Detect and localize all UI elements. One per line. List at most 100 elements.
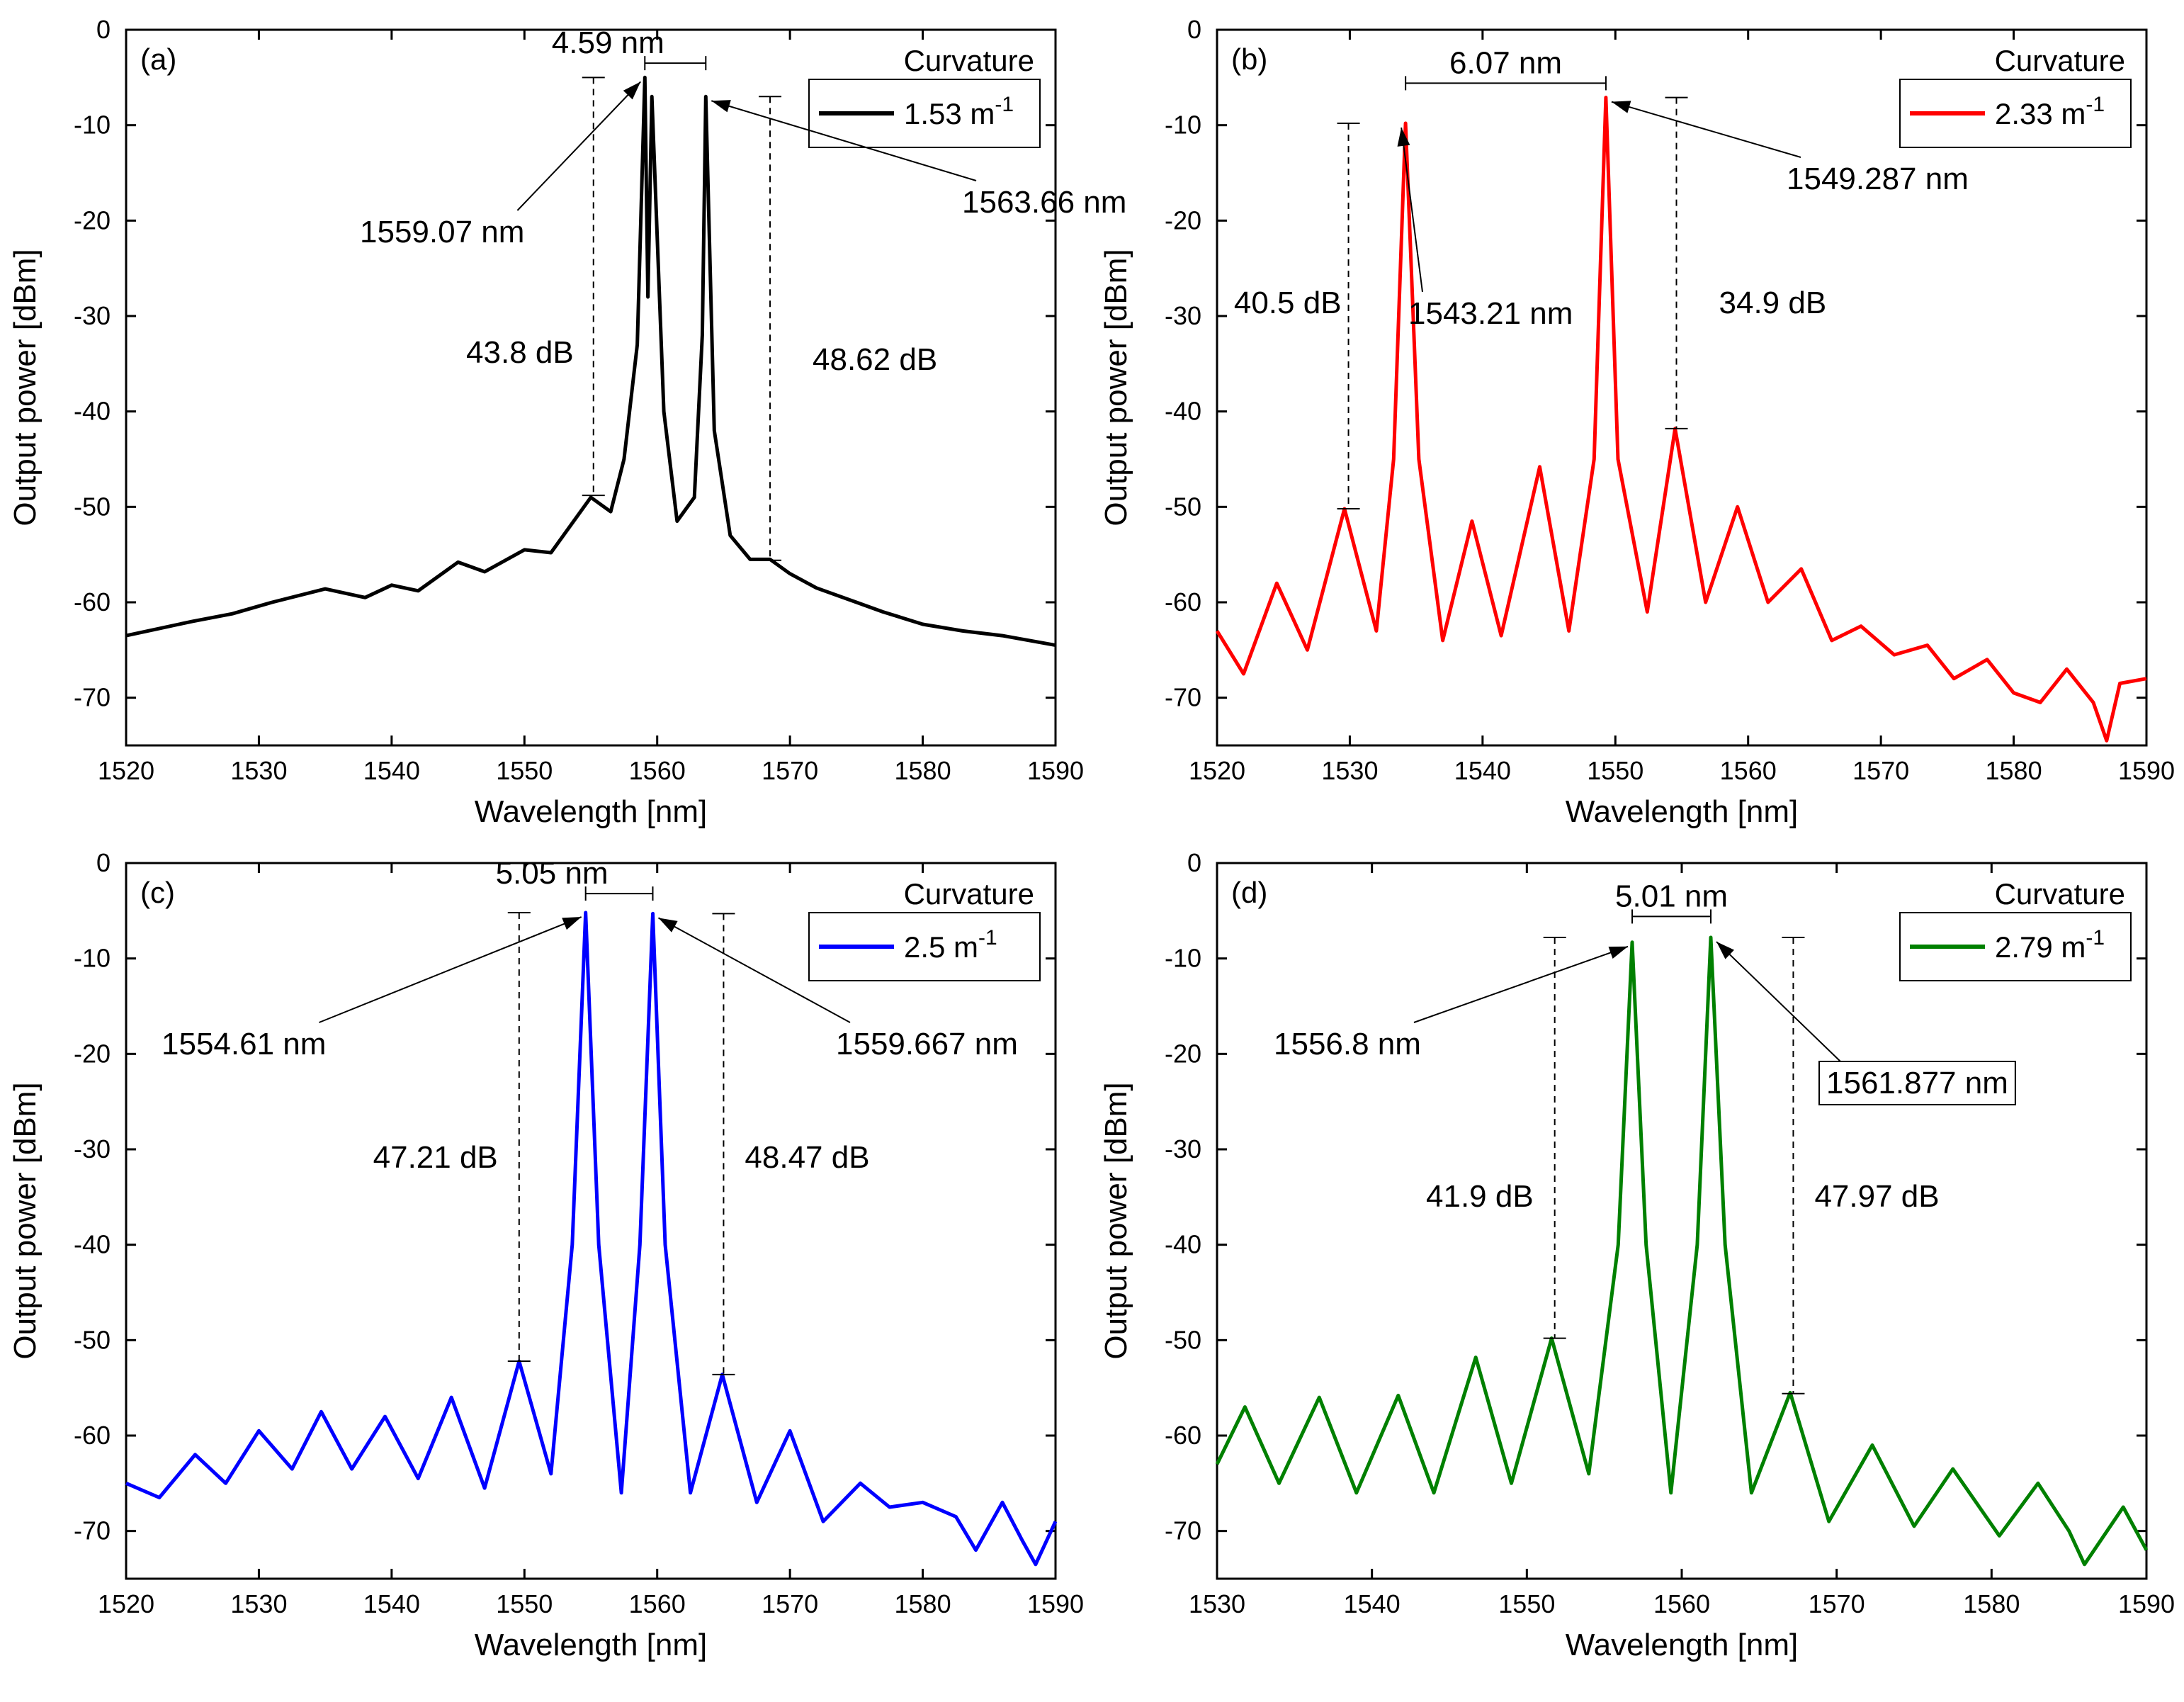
x-tick-label: 1530	[230, 1589, 287, 1618]
x-axis-title: Wavelength [nm]	[475, 1628, 708, 1662]
y-tick-label: -50	[1165, 492, 1201, 521]
y-tick-label: -10	[1165, 944, 1201, 973]
y-tick-label: -40	[74, 1230, 111, 1259]
peak-arrow-line	[711, 100, 977, 181]
y-axis-title: Output power [dBm]	[8, 249, 43, 526]
smsr-label: 47.21 dB	[373, 1140, 498, 1175]
y-axis-title: Output power [dBm]	[1099, 249, 1133, 526]
plot-frame	[1216, 28, 2148, 747]
x-tick-label: 1540	[363, 1589, 420, 1618]
y-tick-label: -30	[1165, 1134, 1201, 1163]
x-tick-label: 1530	[230, 756, 287, 785]
y-tick-label: -70	[1165, 1516, 1201, 1545]
x-tick-label: 1550	[1587, 756, 1643, 785]
x-tick-label: 1570	[762, 1589, 818, 1618]
x-tick-label: 1560	[629, 1589, 686, 1618]
peak-arrow-head	[1611, 101, 1631, 113]
x-tick-label: 1540	[1454, 756, 1511, 785]
spacing-label: 4.59 nm	[552, 26, 664, 60]
x-tick-label: 1540	[1344, 1589, 1401, 1618]
panel-b: 1520 1530 1540 1550 1560 1570 1580 1590 0 -10 -20 -…	[1099, 15, 2175, 829]
x-tick-label: 1580	[895, 1589, 951, 1618]
plot-frame	[125, 862, 1057, 1580]
peak-arrow-line	[1716, 941, 1841, 1062]
peak-wavelength-label: 1559.667 nm	[836, 1027, 1018, 1061]
peak-arrow-head	[623, 81, 641, 100]
x-tick-label: 1580	[1986, 756, 2042, 785]
spectrum-line	[125, 75, 1056, 648]
x-tick-label: 1570	[762, 756, 818, 785]
y-tick-label: -70	[74, 683, 111, 712]
x-tick-label: 1520	[98, 756, 154, 785]
spacing-label: 6.07 nm	[1449, 45, 1562, 80]
spacing-label: 5.05 nm	[496, 856, 609, 891]
peak-arrow-line	[1401, 127, 1423, 293]
y-tick-label: -20	[74, 205, 111, 235]
y-tick-label: -10	[1165, 111, 1201, 140]
peak-wavelength-label: 1543.21 nm	[1408, 296, 1573, 331]
x-tick-label: 1560	[1720, 756, 1777, 785]
y-tick-label: 0	[1187, 15, 1201, 44]
smsr-label: 48.47 dB	[745, 1140, 869, 1175]
peak-arrow-line	[1611, 101, 1801, 158]
x-tick-label: 1550	[1498, 1589, 1555, 1618]
y-tick-label: -40	[1165, 1230, 1201, 1259]
y-tick-label: -40	[1165, 397, 1201, 426]
peak-wavelength-label: 1549.287 nm	[1787, 162, 1969, 196]
y-tick-label: 0	[1187, 848, 1201, 877]
x-tick-label: 1590	[2118, 1589, 2175, 1618]
y-tick-label: -30	[74, 1134, 111, 1163]
plot-frame	[125, 28, 1057, 747]
panel-label: (c)	[140, 876, 175, 909]
x-axis-title: Wavelength [nm]	[475, 794, 708, 829]
smsr-label: 41.9 dB	[1426, 1179, 1534, 1214]
smsr-label: 47.97 dB	[1814, 1179, 1939, 1214]
peak-arrow-head	[1716, 942, 1734, 959]
y-tick-label: -50	[74, 492, 111, 521]
y-tick-label: -10	[74, 111, 111, 140]
legend-entry: 2.5 m-1	[904, 926, 997, 964]
x-tick-label: 1570	[1809, 1589, 1865, 1618]
y-tick-label: -40	[74, 397, 111, 426]
peak-arrow-head	[711, 100, 731, 113]
y-tick-label: -50	[1165, 1325, 1201, 1354]
y-tick-label: -20	[74, 1039, 111, 1068]
panel-c: 1520 1530 1540 1550 1560 1570 1580 1590 0 -10 -20 -…	[8, 848, 1084, 1662]
y-tick-label: -30	[1165, 301, 1201, 330]
panel-label: (a)	[140, 43, 176, 76]
x-tick-label: 1520	[1189, 756, 1245, 785]
legend-entry: 2.79 m-1	[1995, 926, 2105, 964]
legend-title: Curvature	[1995, 44, 2125, 77]
y-tick-label: -60	[74, 587, 111, 616]
x-tick-label: 1580	[1963, 1589, 2020, 1618]
x-tick-label: 1530	[1321, 756, 1378, 785]
y-tick-label: -60	[1165, 587, 1201, 616]
y-tick-label: 0	[96, 848, 111, 877]
peak-arrow-line	[657, 917, 851, 1023]
x-tick-label: 1540	[363, 756, 420, 785]
legend-title: Curvature	[904, 877, 1034, 911]
y-tick-label: -20	[1165, 205, 1201, 235]
x-tick-label: 1560	[629, 756, 686, 785]
peak-wavelength-label: 1563.66 nm	[962, 185, 1126, 220]
spectrum-line	[1215, 96, 2147, 743]
panel-label: (d)	[1231, 876, 1267, 909]
x-tick-label: 1550	[496, 756, 553, 785]
y-tick-label: -70	[74, 1516, 111, 1545]
panel-d: 1530 1540 1550 1560 1570 1580 1590 0 -10 -20 -30 -4…	[1099, 848, 2175, 1662]
x-tick-label: 1520	[98, 1589, 154, 1618]
smsr-label: 40.5 dB	[1234, 286, 1342, 320]
panel-a: 1520 1530 1540 1550 1560 1570 1580 1590 0 -10 -20 -…	[8, 15, 1126, 829]
x-tick-label: 1550	[496, 1589, 553, 1618]
peak-wavelength-label: 1561.877 nm	[1826, 1066, 2008, 1100]
y-axis-title: Output power [dBm]	[8, 1082, 43, 1359]
y-tick-label: -20	[1165, 1039, 1201, 1068]
peak-arrow-head	[562, 917, 582, 930]
peak-wavelength-label: 1554.61 nm	[162, 1027, 326, 1061]
x-tick-label: 1590	[1027, 756, 1084, 785]
legend-title: Curvature	[904, 44, 1034, 77]
x-axis-title: Wavelength [nm]	[1566, 1628, 1799, 1662]
x-tick-label: 1590	[1027, 1589, 1084, 1618]
peak-wavelength-label: 1559.07 nm	[360, 215, 524, 249]
